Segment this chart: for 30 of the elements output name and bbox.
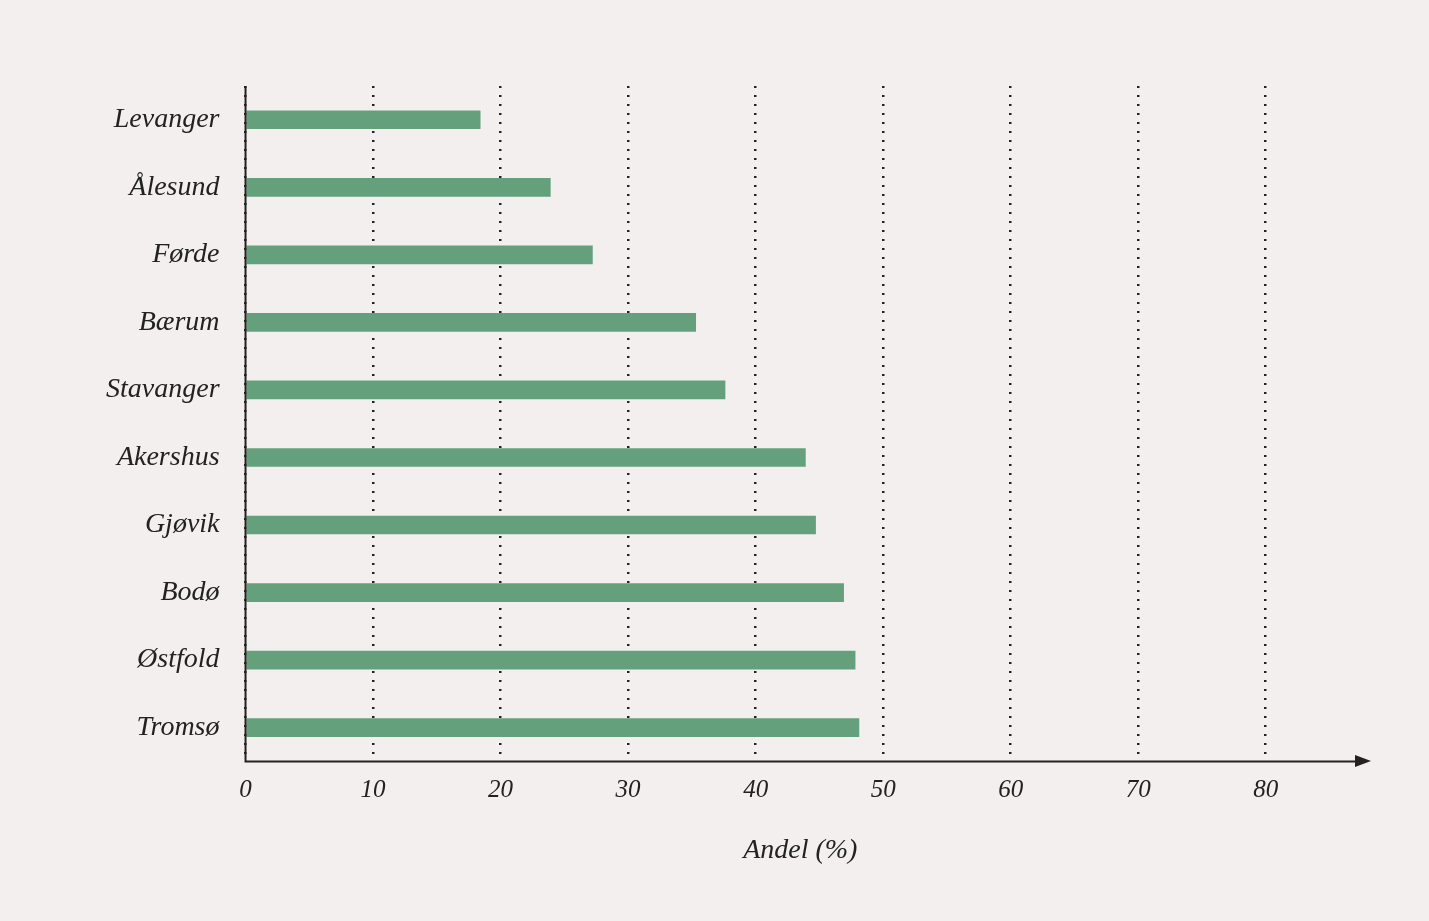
x-axis-title: Andel (%)	[741, 832, 858, 864]
bar	[246, 177, 551, 197]
y-tick-label: Akershus	[114, 439, 220, 471]
bar	[246, 718, 860, 737]
x-tick-label: 10	[360, 774, 387, 802]
y-tick-label: Gjøvik	[144, 507, 221, 539]
bar	[246, 448, 806, 467]
bar	[246, 583, 844, 602]
x-tick-label: 20	[488, 774, 514, 802]
x-tick-label: 60	[998, 774, 1024, 802]
bar	[246, 245, 593, 265]
y-tick-label: Tromsø	[136, 709, 221, 741]
x-tick-label: 30	[614, 774, 642, 802]
bar	[246, 110, 481, 130]
bar	[246, 380, 726, 400]
x-tick-label: 40	[743, 774, 769, 802]
y-tick-label: Førde	[151, 237, 220, 269]
x-tick-label: 70	[1125, 774, 1152, 802]
y-tick-label: Ålesund	[127, 169, 221, 201]
y-tick-label: Bodø	[160, 574, 221, 606]
y-tick-label: Stavanger	[106, 372, 220, 404]
bar	[246, 650, 856, 670]
y-tick-label: Levanger	[112, 102, 220, 134]
y-tick-label: Bærum	[138, 304, 220, 336]
x-tick-label: 80	[1253, 774, 1279, 802]
x-tick-label: 0	[239, 774, 253, 802]
bar	[246, 313, 697, 332]
y-tick-label: Østfold	[136, 642, 221, 674]
bar	[246, 515, 816, 535]
x-tick-label: 50	[870, 774, 897, 802]
